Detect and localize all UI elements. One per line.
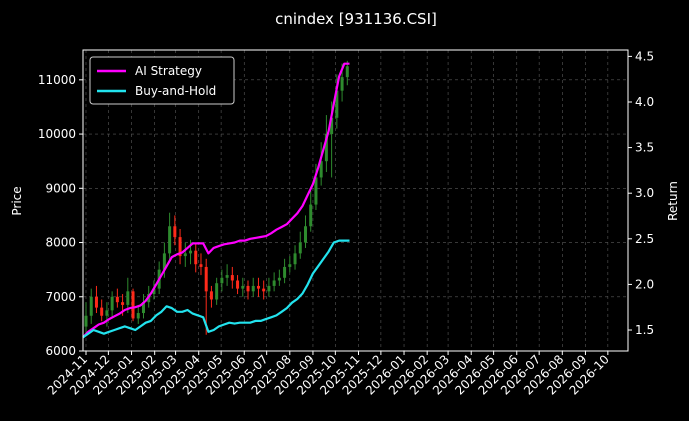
candle-body (209, 291, 213, 300)
candle-body (94, 296, 98, 308)
candle-body (110, 296, 114, 311)
y-right-tick-label: 3.0 (635, 186, 654, 200)
candle-body (115, 296, 119, 303)
candle-body (288, 264, 292, 267)
candle-body (189, 250, 193, 254)
y-right-tick-label: 4.0 (635, 95, 654, 109)
candle-body (251, 285, 255, 292)
candle-body (246, 285, 250, 292)
candle-body (340, 77, 344, 91)
candle-body (204, 266, 208, 292)
y-right-tick-label: 2.0 (635, 277, 654, 291)
candle-body (173, 226, 177, 238)
candle-body (324, 134, 328, 162)
y-axis-right: 1.5 2.0 2.5 3.0 3.5 4.0 4.5 (628, 49, 654, 337)
candle-body (230, 275, 234, 281)
candle-body (303, 226, 307, 243)
candle-body (121, 302, 125, 305)
plot-frame (82, 49, 629, 352)
y-right-tick-label: 1.5 (635, 323, 654, 337)
legend-label-buy-and-hold: Buy-and-Hold (135, 84, 216, 98)
y-left-tick-label: 10000 (38, 127, 76, 141)
y-right-tick-label: 2.5 (635, 232, 654, 246)
candle-body (256, 285, 260, 289)
candle-body (236, 280, 240, 289)
candle-body (220, 277, 224, 284)
candle-body (141, 302, 145, 314)
y-left-tick-label: 11000 (38, 73, 76, 87)
candle-body (162, 253, 166, 270)
candle-body (215, 283, 219, 300)
candle-body (89, 296, 93, 316)
candle-body (199, 264, 203, 267)
y-left-tick-label: 6000 (45, 344, 76, 358)
candle-body (241, 285, 245, 289)
candle-body (183, 253, 187, 257)
y-right-tick-label: 3.5 (635, 141, 654, 155)
candle-body (178, 237, 182, 257)
candle-body (152, 288, 156, 295)
candle-body (309, 204, 313, 227)
candle-body (330, 117, 334, 135)
y-right-tick-label: 4.5 (635, 49, 654, 63)
candle-body (100, 307, 104, 316)
candle-body (272, 280, 276, 286)
candle-body (84, 315, 88, 327)
candle-body (277, 277, 281, 281)
candle-body (283, 266, 287, 278)
candle-body (293, 253, 297, 265)
candle-body (126, 291, 130, 305)
candle-body (314, 177, 318, 205)
series-line-buy-and-hold (82, 239, 350, 339)
y-axis-right-title: Return (666, 181, 680, 221)
candle-body (194, 250, 198, 265)
candles (84, 60, 349, 335)
candle-body (168, 226, 172, 254)
series-line-ai-strategy (82, 62, 350, 339)
candle-body (136, 313, 140, 319)
chart-title: cnindex [931136.CSI] (275, 10, 437, 28)
candle-body (105, 310, 109, 316)
legend-label-ai-strategy: AI Strategy (135, 64, 202, 78)
candle-body (298, 242, 302, 254)
y-left-tick-label: 8000 (45, 236, 76, 250)
y-axis-left-title: Price (10, 186, 24, 215)
y-left-tick-label: 7000 (45, 290, 76, 304)
y-left-tick-label: 9000 (45, 181, 76, 195)
series-lines (82, 62, 350, 339)
candle-body (131, 291, 135, 319)
candle-body (225, 275, 229, 278)
legend: AI Strategy Buy-and-Hold (89, 56, 235, 105)
candle-body (335, 90, 339, 118)
y-axis-left: 6000 7000 8000 9000 10000 11000 (38, 73, 83, 358)
candle-body (262, 288, 266, 292)
candle-body (267, 285, 271, 292)
candle-body (319, 161, 323, 178)
candle-body (345, 66, 349, 78)
